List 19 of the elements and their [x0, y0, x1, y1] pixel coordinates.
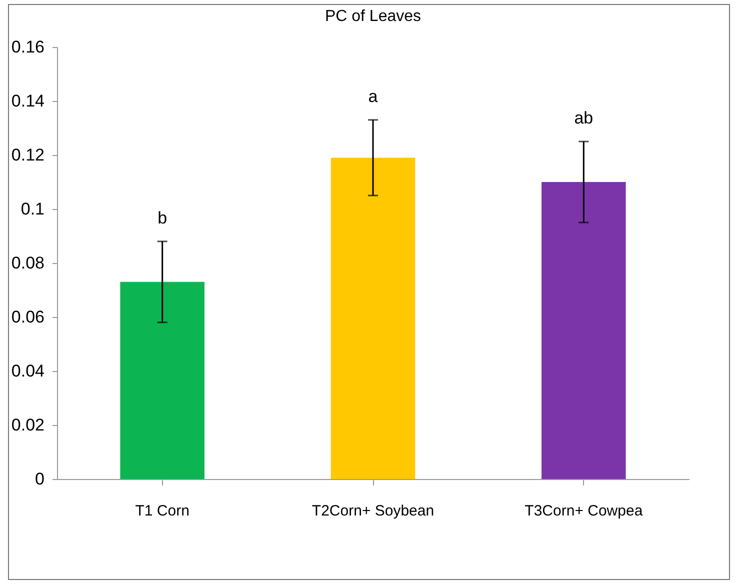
annotation: b [158, 208, 168, 228]
y-tick-label: 0.02 [11, 416, 44, 434]
y-tick-label: 0.14 [11, 92, 44, 110]
y-tick-label: 0.06 [11, 308, 44, 326]
bar [330, 158, 416, 479]
y-tick-label: 0 [35, 470, 44, 488]
y-tick-label: 0.16 [11, 38, 44, 56]
y-tick-label: 0.1 [20, 200, 44, 218]
x-tick-label: T2Corn+ Soybean [312, 502, 434, 520]
y-tick-label: 0.08 [11, 254, 44, 272]
annotation: a [368, 86, 378, 106]
x-tick-label: T3Corn+ Cowpea [524, 502, 644, 520]
bar [542, 182, 626, 479]
y-tick-label: 0.04 [11, 362, 44, 380]
y-tick-label: 0.12 [11, 146, 44, 164]
bar [120, 282, 204, 479]
annotation: ab [574, 108, 594, 128]
x-tick-label: T1 Corn [135, 502, 190, 520]
chart-title: PC of Leaves [324, 8, 422, 25]
